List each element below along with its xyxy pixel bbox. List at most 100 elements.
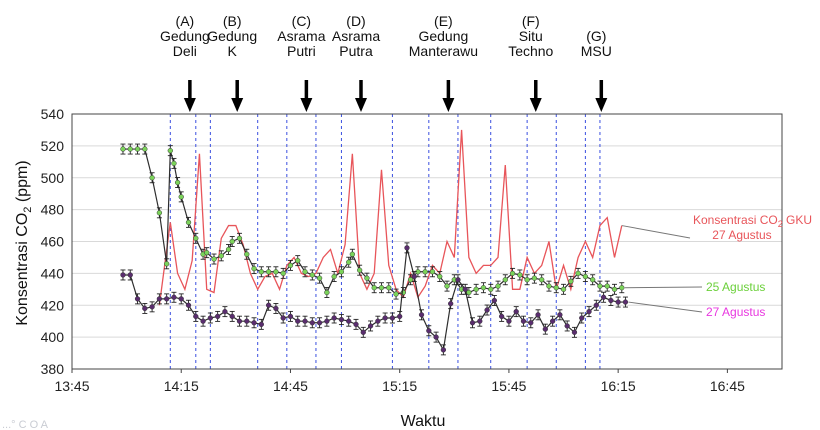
data-point — [509, 270, 516, 277]
y-tick-label: 420 — [41, 297, 65, 313]
data-point — [422, 269, 428, 275]
site-code: (F) — [522, 13, 540, 29]
data-point — [127, 146, 133, 152]
x-tick-labels: 13:45 14:15 14:45 15:15 15:45 16:15 16:45 — [54, 369, 745, 394]
data-point — [120, 272, 126, 278]
data-point — [564, 323, 570, 329]
arrow-head — [231, 98, 244, 112]
site-name: Asrama — [277, 28, 325, 44]
data-point — [346, 259, 352, 265]
site-name: Situ — [519, 28, 543, 44]
data-point — [542, 326, 548, 332]
data-point — [164, 261, 170, 267]
data-point — [437, 273, 443, 280]
data-point — [593, 302, 599, 308]
data-point — [586, 308, 592, 315]
site-name: Asrama — [332, 28, 380, 44]
x-tick-label: 14:15 — [164, 378, 199, 394]
data-point — [506, 318, 512, 324]
series-gku-line — [158, 129, 623, 306]
data-point — [364, 275, 370, 281]
legend-connector-gku — [621, 225, 691, 239]
site-name: MSU — [581, 43, 612, 59]
footer-watermark: ...° C O A — [2, 419, 49, 430]
data-point — [331, 315, 337, 321]
data-point — [295, 318, 301, 324]
data-point — [528, 320, 534, 326]
data-point — [371, 285, 377, 291]
data-point — [207, 315, 214, 321]
site-code: (E) — [434, 13, 453, 29]
data-point — [491, 297, 498, 304]
data-point — [273, 269, 279, 275]
data-point — [356, 267, 363, 273]
arrow-head — [183, 98, 196, 112]
data-point — [382, 315, 388, 321]
data-point — [218, 253, 224, 259]
data-point — [404, 245, 410, 251]
data-point — [557, 312, 563, 318]
data-point — [590, 277, 596, 283]
y-tick-label: 500 — [41, 170, 65, 186]
data-point — [582, 273, 589, 280]
data-point — [502, 277, 508, 283]
plot-frame — [71, 113, 783, 370]
data-point — [484, 307, 490, 313]
y-tick-label: 380 — [41, 361, 65, 377]
y-tick-label: 440 — [41, 265, 65, 281]
y-tick-label: 540 — [41, 106, 65, 122]
site-name: Putra — [339, 43, 373, 59]
data-point — [389, 315, 396, 321]
data-point — [265, 269, 272, 275]
data-point — [149, 175, 155, 181]
y-tick-label: 520 — [41, 138, 65, 154]
data-point — [316, 320, 323, 326]
data-point — [575, 270, 581, 277]
data-point — [142, 305, 148, 312]
data-point — [520, 318, 527, 324]
data-point — [393, 291, 399, 297]
data-point — [258, 321, 264, 328]
y-axis-title: Konsentrasi CO2 (ppm) — [14, 160, 34, 325]
data-point — [433, 334, 439, 340]
arrow-head — [529, 98, 542, 112]
data-point — [338, 269, 345, 275]
data-point — [295, 257, 301, 264]
data-point — [571, 329, 578, 335]
data-point — [178, 194, 184, 200]
data-point — [236, 318, 243, 324]
data-point — [120, 146, 126, 152]
data-point — [600, 294, 607, 300]
data-point — [568, 278, 574, 284]
x-tick-label: 15:45 — [491, 378, 526, 394]
data-point — [546, 283, 552, 289]
data-point — [426, 328, 432, 334]
data-point — [349, 251, 356, 257]
site-boundary-lines — [169, 114, 601, 369]
data-point — [225, 246, 232, 253]
data-point — [473, 286, 479, 292]
data-point — [462, 286, 468, 292]
data-point — [440, 347, 447, 353]
site-name: K — [228, 43, 238, 59]
y-tick-label: 460 — [41, 234, 65, 250]
data-point — [287, 313, 294, 320]
data-point — [244, 251, 250, 257]
data-point — [477, 318, 483, 324]
data-point — [407, 277, 414, 283]
data-point — [167, 148, 173, 154]
data-point — [397, 313, 403, 320]
x-tick-label: 13:45 — [54, 378, 89, 394]
data-point — [302, 318, 308, 324]
site-code: (D) — [346, 13, 365, 29]
data-point — [549, 318, 556, 324]
data-point — [448, 301, 454, 307]
data-point — [324, 318, 330, 324]
data-point — [316, 275, 323, 281]
data-point — [309, 320, 315, 326]
data-point — [346, 318, 352, 324]
data-point — [608, 297, 614, 304]
data-point — [579, 315, 585, 321]
data-point — [127, 272, 133, 278]
